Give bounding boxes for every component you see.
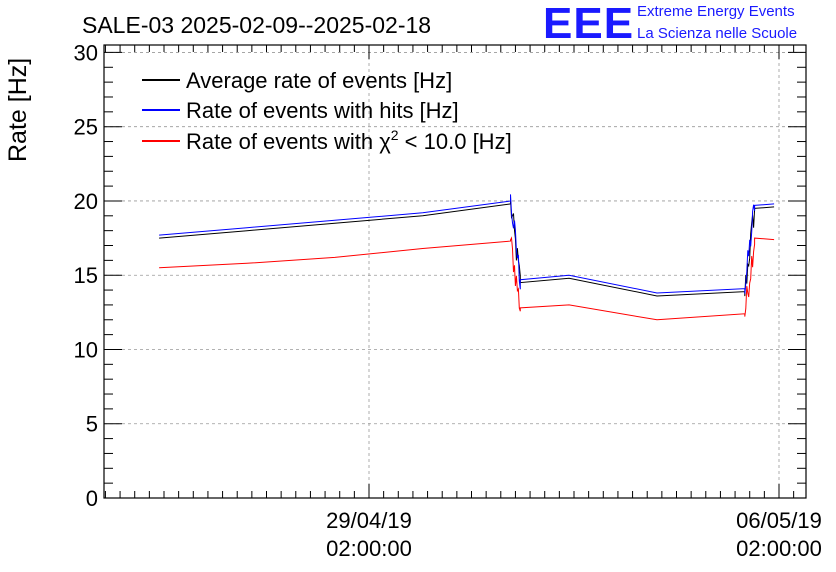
series-line-0	[159, 199, 775, 297]
legend-label: Rate of events with hits [Hz]	[186, 98, 459, 123]
y-tick-label: 30	[74, 40, 98, 65]
eee-logo: EEE	[543, 0, 635, 48]
plot-frame	[103, 44, 807, 499]
y-axis-label: Rate [Hz]	[4, 58, 32, 162]
series-line-2	[159, 236, 775, 321]
y-tick-label: 15	[74, 263, 98, 288]
y-tick-label: 20	[74, 189, 98, 214]
series-group	[159, 194, 775, 321]
series-line-1	[159, 194, 775, 294]
y-tick-label: 25	[74, 115, 98, 140]
grid	[104, 45, 806, 498]
y-tick-label: 10	[74, 337, 98, 362]
x-tick-label-date: 06/05/19	[736, 508, 822, 533]
logo-line-1: Extreme Energy Events	[637, 3, 795, 20]
x-tick-label-time: 02:00:00	[736, 536, 822, 561]
y-tick-label: 0	[86, 486, 98, 511]
chart-title: SALE-03 2025-02-09--2025-02-18	[82, 12, 431, 38]
y-tick-label: 5	[86, 412, 98, 437]
x-tick-label-date: 29/04/19	[326, 508, 412, 533]
logo-line-2: La Scienza nelle Scuole	[637, 25, 798, 42]
legend-label: Rate of events with χ2 < 10.0 [Hz]	[186, 127, 512, 154]
x-tick-label-time: 02:00:00	[326, 536, 412, 561]
axes: 0 5 10 15 20 25 30 29/04/19 02:00:00 06/05/19 02:0…	[74, 40, 822, 561]
legend: Average rate of events [Hz] Rate of event…	[142, 68, 512, 154]
legend-label: Average rate of events [Hz]	[186, 68, 452, 93]
